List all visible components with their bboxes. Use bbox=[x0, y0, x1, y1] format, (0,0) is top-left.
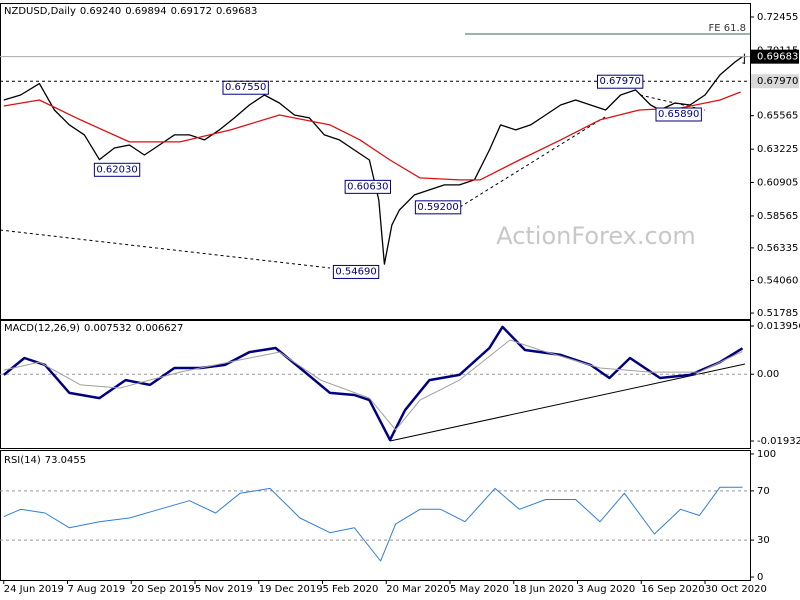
x-tick-label: 24 Jun 2019 bbox=[4, 584, 64, 595]
annotation-label: 0.67550 bbox=[225, 82, 266, 93]
annotation-box bbox=[344, 179, 391, 194]
series-line bbox=[3, 56, 743, 265]
y-tick-label: 0.72455 bbox=[757, 12, 798, 23]
y-tick-label: 0 bbox=[757, 572, 763, 583]
high: 0.69894 bbox=[125, 6, 166, 17]
annotation-box bbox=[332, 264, 380, 279]
fe-label: FE 61.8 bbox=[708, 23, 746, 34]
x-tick-label: 30 Oct 2020 bbox=[705, 584, 767, 595]
macd-value: 0.007532 bbox=[84, 323, 132, 334]
x-tick-label: 5 Feb 2020 bbox=[323, 584, 379, 595]
rsi-title: RSI(14) bbox=[4, 455, 41, 466]
macd-panel bbox=[0, 320, 751, 449]
y-tick-label: 0.58565 bbox=[757, 211, 798, 222]
y-tick-label: 30 bbox=[757, 535, 770, 546]
rsi-value: 73.0455 bbox=[45, 455, 86, 466]
annotation-box bbox=[414, 200, 462, 215]
y-tick-label: 0.56335 bbox=[757, 243, 798, 254]
watermark: ActionForex.com bbox=[496, 222, 696, 250]
price-panel bbox=[0, 3, 751, 320]
annotation-label: 0.67970 bbox=[600, 76, 641, 87]
x-tick-label: 18 Jun 2020 bbox=[514, 584, 574, 595]
y-tick-label: 70 bbox=[757, 486, 770, 497]
level-box bbox=[751, 74, 799, 89]
low: 0.69172 bbox=[171, 6, 212, 17]
y-tick-label: 0.63225 bbox=[757, 144, 798, 155]
series-line bbox=[3, 339, 743, 431]
trend-line bbox=[459, 116, 606, 208]
series-line bbox=[3, 486, 743, 562]
series-line bbox=[3, 91, 741, 181]
close: 0.69683 bbox=[216, 6, 257, 17]
x-tick-label: 7 Aug 2019 bbox=[68, 584, 126, 595]
y-tick-label: 0.013956 bbox=[757, 321, 800, 332]
x-tick-label: 20 Mar 2020 bbox=[386, 584, 449, 595]
x-tick-label: 5 May 2020 bbox=[450, 584, 509, 595]
trend-line bbox=[639, 94, 706, 111]
price-box bbox=[751, 49, 799, 64]
level-label: 0.67970 bbox=[757, 76, 798, 87]
x-tick-label: 19 Dec 2019 bbox=[259, 584, 323, 595]
macd-header: MACD(12,26,9) 0.007532 0.006627 bbox=[4, 323, 183, 334]
y-tick-label: 100 bbox=[757, 449, 776, 460]
y-tick-label: 0.54060 bbox=[757, 275, 798, 286]
annotation-label: 0.59200 bbox=[417, 202, 458, 213]
y-tick-label: 0.00 bbox=[757, 369, 779, 380]
annotation-box bbox=[93, 162, 141, 177]
price-label: 0.69683 bbox=[757, 52, 798, 63]
y-tick-label: -0.019325 bbox=[757, 436, 800, 447]
annotation-label: 0.62030 bbox=[96, 164, 137, 175]
x-tick-label: 16 Sep 2020 bbox=[641, 584, 704, 595]
annotation-label: 0.54690 bbox=[335, 266, 376, 277]
annotation-box bbox=[655, 107, 702, 122]
macd-trend-line bbox=[389, 363, 746, 442]
annotation-box bbox=[222, 80, 269, 95]
y-tick-label: 0.51785 bbox=[757, 308, 798, 319]
x-tick-label: 5 Nov 2019 bbox=[195, 584, 253, 595]
symbol: NZDUSD,Daily bbox=[4, 6, 76, 17]
price-header: NZDUSD,Daily 0.69240 0.69894 0.69172 0.69683 bbox=[4, 6, 257, 17]
y-tick-label: 0.60905 bbox=[757, 177, 798, 188]
rsi-panel bbox=[0, 450, 751, 581]
macd-signal-value: 0.006627 bbox=[136, 323, 184, 334]
trend-line bbox=[0, 229, 331, 269]
annotation-box bbox=[597, 74, 644, 89]
annotation-label: 0.60630 bbox=[347, 181, 388, 192]
series-line bbox=[3, 325, 744, 442]
x-tick-label: 3 Aug 2020 bbox=[578, 584, 636, 595]
rsi-header: RSI(14) 73.0455 bbox=[4, 455, 86, 466]
x-tick-label: 20 Sep 2019 bbox=[131, 584, 194, 595]
annotation-label: 0.65890 bbox=[658, 109, 699, 120]
open: 0.69240 bbox=[80, 6, 121, 17]
macd-title: MACD(12,26,9) bbox=[4, 323, 80, 334]
y-tick-label: 0.65565 bbox=[757, 111, 798, 122]
